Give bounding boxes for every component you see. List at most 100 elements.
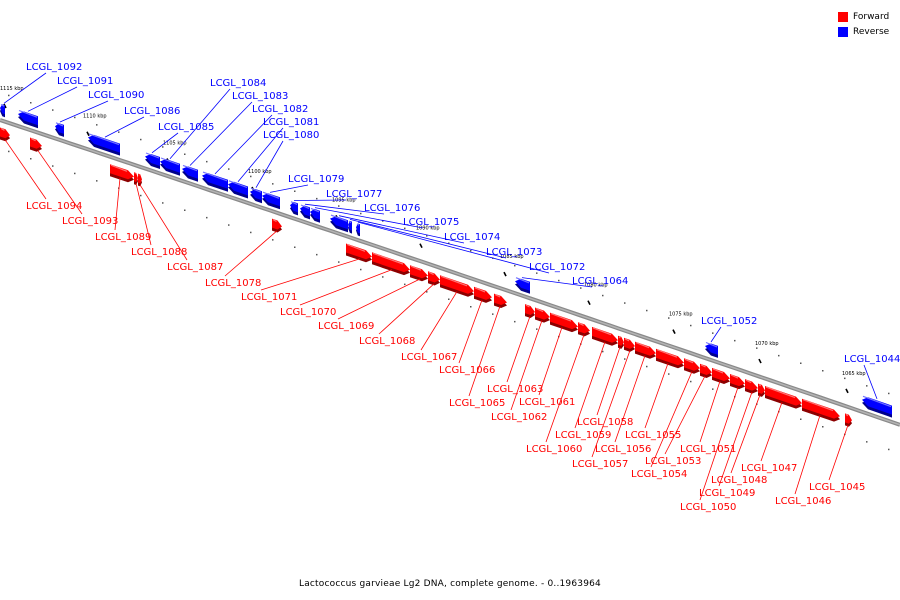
legend-forward-label: Forward (853, 11, 890, 22)
gene-label-lcgl-1074: LCGL_1074 (444, 232, 500, 243)
gene-arrow-highlight (346, 243, 366, 252)
scale-tick-mark (672, 329, 676, 335)
gene-label-lcgl-1090: LCGL_1090 (88, 90, 144, 101)
track-dot (822, 370, 824, 372)
scale-tick-label: 1090 kbp (416, 226, 440, 232)
gene-arrow-lcgl-1061 (550, 312, 578, 333)
gene-label-lcgl-1077: LCGL_1077 (326, 189, 382, 200)
gene-arrow-body (635, 341, 656, 356)
track-dot (536, 272, 538, 274)
label-leader (114, 178, 121, 231)
label-leader (574, 341, 606, 429)
gene-label-lcgl-1087: LCGL_1087 (167, 262, 223, 273)
label-leader (37, 150, 83, 215)
gene-arrow-body (745, 379, 758, 391)
gene-arrow-highlight (160, 157, 180, 166)
gene-arrow-body (410, 265, 428, 279)
scale-tick-mark (419, 243, 423, 249)
gene-arrow-lcgl-1054 (684, 358, 700, 374)
gene-label-lcgl-1078: LCGL_1078 (205, 278, 261, 289)
track-dot (536, 328, 538, 330)
scale-tick-label: 1115 kbp (0, 86, 24, 92)
gene-arrow-body (550, 312, 578, 330)
label-leader (349, 219, 507, 259)
track-dot (30, 102, 32, 104)
gene-arrow-lcgl-1071 (346, 243, 372, 263)
gene-arrow-lcgl-1066 (474, 286, 492, 303)
gene-label-lcgl-1076: LCGL_1076 (364, 203, 420, 214)
gene-arrow-highlight (18, 109, 38, 118)
gene-arrow-highlight (635, 342, 650, 349)
gene-arrow-lcgl-1053 (700, 363, 712, 378)
gene-arrow-lcgl-1065 (494, 293, 507, 308)
gene-label-lcgl-1063: LCGL_1063 (487, 384, 543, 395)
gene-label-lcgl-1055: LCGL_1055 (625, 430, 681, 441)
gene-arrow-highlight (700, 364, 706, 368)
scale-tick-label: 1110 kbp (83, 114, 107, 120)
label-leader (794, 415, 821, 495)
track-dot (426, 291, 428, 293)
track-dots (8, 94, 890, 451)
gene-label-lcgl-1083: LCGL_1083 (232, 91, 288, 102)
track-dot (52, 109, 54, 111)
track-dot (668, 373, 670, 375)
gene-arrow-highlight (348, 220, 352, 224)
track-dot (360, 212, 362, 215)
label-leader (730, 394, 761, 474)
gene-arrow-body (110, 164, 134, 180)
legend-forward: Forward (838, 9, 889, 24)
gene-arrow-lcgl-1090 (55, 122, 64, 137)
label-leader (214, 114, 273, 175)
track-dot (646, 309, 648, 312)
scale-tick-label: 1075 kbp (669, 312, 693, 318)
label-leader (545, 334, 585, 443)
gene-arrow-lcgl-1075 (310, 207, 320, 223)
legend: Forward Reverse (838, 9, 889, 39)
gene-label-lcgl-1059: LCGL_1059 (555, 430, 611, 441)
label-leader (338, 215, 465, 244)
gene-arrow-body (138, 173, 142, 184)
track-dot (8, 94, 10, 97)
backbone-highlight (0, 119, 900, 426)
gene-arrow-lcgl-1059 (592, 326, 618, 346)
track-dot (228, 168, 230, 170)
label-leader (760, 402, 783, 462)
gene-arrow-highlight (550, 313, 572, 322)
label-leader (104, 116, 145, 138)
track-dot (294, 190, 296, 192)
gene-label-lcgl-1094: LCGL_1094 (26, 201, 82, 212)
gene-arrow-highlight (228, 180, 248, 189)
gene-arrow-lcgl-1051 (712, 367, 730, 384)
track-dot (470, 250, 472, 252)
gene-arrow-body (730, 374, 745, 387)
gene-arrow-lcgl-1083 (182, 164, 198, 182)
gene-arrow-highlight (745, 379, 752, 384)
gene-arrow-body (758, 383, 765, 394)
gene-arrow-body (228, 181, 248, 196)
gene-label-lcgl-1091: LCGL_1091 (57, 76, 113, 87)
scale-tick-label: 1080 kbp (584, 283, 608, 289)
gene-label-lcgl-1053: LCGL_1053 (645, 456, 701, 467)
gene-arrow-highlight (272, 219, 277, 223)
gene-arrow-lcgl-1056 (635, 341, 656, 359)
gene-arrow-highlight (592, 327, 612, 336)
gene-arrow-body (535, 307, 550, 320)
gene-label-lcgl-1085: LCGL_1085 (158, 122, 214, 133)
label-leader (538, 327, 563, 396)
gene-label-lcgl-1052: LCGL_1052 (701, 316, 757, 327)
gene-arrow-highlight (290, 201, 298, 205)
track-dot (74, 172, 76, 175)
gene-arrow-highlight (55, 122, 64, 127)
gene-label-lcgl-1068: LCGL_1068 (359, 336, 415, 347)
label-leader (650, 371, 693, 468)
track-dot (140, 138, 142, 141)
label-leader (521, 277, 593, 288)
label-leader (189, 101, 253, 166)
track-dot (624, 358, 626, 360)
gene-arrow-highlight (494, 294, 501, 298)
gene-arrow-lcgl-1080 (250, 187, 262, 204)
gene-label-lcgl-1081: LCGL_1081 (263, 117, 319, 128)
genome-caption: Lactococcus garvieae Lg2 DNA, complete g… (298, 579, 601, 589)
gene-label-lcgl-1049: LCGL_1049 (699, 488, 755, 499)
label-leader (468, 305, 501, 397)
